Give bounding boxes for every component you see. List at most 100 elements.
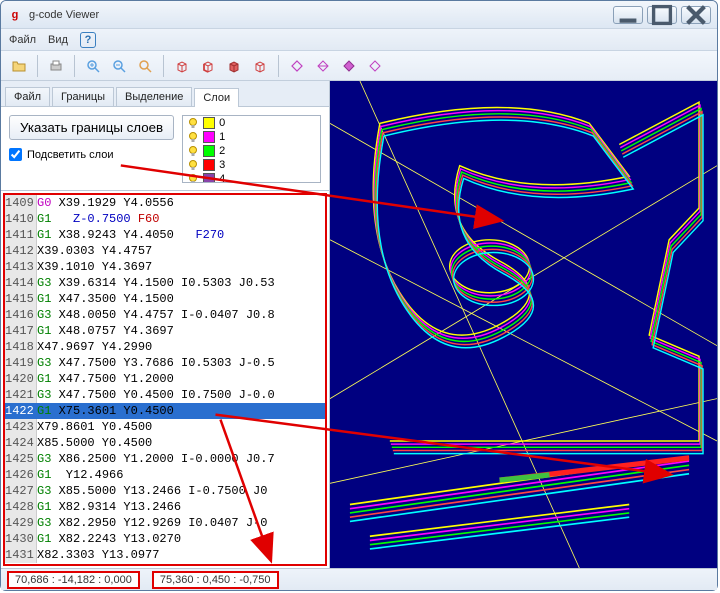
set-layer-bounds-button[interactable]: Указать границы слоев <box>9 115 174 140</box>
window-title: g-code Viewer <box>29 9 613 21</box>
layer-color-swatch <box>203 145 215 157</box>
layer-label: 1 <box>219 131 225 143</box>
cube-wire-1-icon[interactable] <box>170 54 194 78</box>
help-icon[interactable]: ? <box>80 32 96 48</box>
code-line[interactable]: 1415G1 X47.3500 Y4.1500 <box>5 291 325 307</box>
line-number: 1421 <box>5 387 37 403</box>
menu-view[interactable]: Вид <box>48 34 68 46</box>
line-number: 1431 <box>5 547 37 563</box>
layer-item[interactable]: 3 <box>183 158 320 172</box>
code-line[interactable]: 1420G1 X47.7500 Y1.2000 <box>5 371 325 387</box>
line-number: 1417 <box>5 323 37 339</box>
highlight-layers-input[interactable] <box>9 148 22 161</box>
close-button[interactable] <box>681 6 711 24</box>
code-text: G3 X86.2500 Y1.2000 I-0.0000 J0.7 <box>37 451 275 467</box>
line-number: 1416 <box>5 307 37 323</box>
layer-item[interactable]: 2 <box>183 144 320 158</box>
code-line[interactable]: 1431X82.3303 Y13.0977 <box>5 547 325 563</box>
menu-file[interactable]: Файл <box>9 34 36 46</box>
layer-color-swatch <box>203 131 215 143</box>
code-line[interactable]: 1422G1 X75.3601 Y0.4500 <box>5 403 325 419</box>
tab-layers[interactable]: Слои <box>194 88 239 107</box>
layer-list[interactable]: 0 1 2 34 <box>182 115 321 183</box>
layer-item[interactable]: 4 <box>183 172 320 183</box>
code-text: X79.8601 Y0.4500 <box>37 419 152 435</box>
line-number: 1429 <box>5 515 37 531</box>
minimize-button[interactable] <box>613 6 643 24</box>
line-number: 1424 <box>5 435 37 451</box>
code-text: G1 X82.2243 Y13.0270 <box>37 531 181 547</box>
code-line[interactable]: 1421G3 X47.7500 Y0.4500 I0.7500 J-0.0 <box>5 387 325 403</box>
cube-solid-icon[interactable] <box>222 54 246 78</box>
zoom-fit-icon[interactable] <box>133 54 157 78</box>
code-line[interactable]: 1430G1 X82.2243 Y13.0270 <box>5 531 325 547</box>
maximize-button[interactable] <box>647 6 677 24</box>
titlebar: g g-code Viewer <box>1 1 717 29</box>
cube-wire-3-icon[interactable] <box>248 54 272 78</box>
code-line[interactable]: 1427G3 X85.5000 Y13.2466 I-0.7500 J0 <box>5 483 325 499</box>
code-line[interactable]: 1418X47.9697 Y4.2990 <box>5 339 325 355</box>
code-text: G3 X48.0050 Y4.4757 I-0.0407 J0.8 <box>37 307 275 323</box>
code-text: G0 X39.1929 Y4.0556 <box>37 195 174 211</box>
line-number: 1409 <box>5 195 37 211</box>
highlight-layers-checkbox[interactable]: Подсветить слои <box>9 148 174 161</box>
statusbar: 70,686 : -14,182 : 0,000 75,360 : 0,450 … <box>1 568 717 590</box>
cube-wire-2-icon[interactable] <box>196 54 220 78</box>
zoom-out-icon[interactable] <box>107 54 131 78</box>
code-text: X39.0303 Y4.4757 <box>37 243 152 259</box>
line-number: 1426 <box>5 467 37 483</box>
code-line[interactable]: 1416G3 X48.0050 Y4.4757 I-0.0407 J0.8 <box>5 307 325 323</box>
layer-label: 0 <box>219 117 225 129</box>
layer-color-swatch <box>203 117 215 129</box>
code-line[interactable]: 1428G1 X82.9314 Y13.2466 <box>5 499 325 515</box>
code-line[interactable]: 1425G3 X86.2500 Y1.2000 I-0.0000 J0.7 <box>5 451 325 467</box>
code-line[interactable]: 1417G1 X48.0757 Y4.3697 <box>5 323 325 339</box>
diamond-wire-1-icon[interactable] <box>285 54 309 78</box>
code-line[interactable]: 1411G1 X38.9243 Y4.4050 F270 <box>5 227 325 243</box>
code-text: G1 X47.3500 Y4.1500 <box>37 291 174 307</box>
status-coord-1: 70,686 : -14,182 : 0,000 <box>7 571 140 589</box>
code-line[interactable]: 1414G3 X39.6314 Y4.1500 I0.5303 J0.53 <box>5 275 325 291</box>
layer-item[interactable]: 1 <box>183 130 320 144</box>
line-number: 1413 <box>5 259 37 275</box>
line-number: 1415 <box>5 291 37 307</box>
code-line[interactable]: 1412X39.0303 Y4.4757 <box>5 243 325 259</box>
viewer-canvas[interactable] <box>330 81 717 568</box>
diamond-wire-2-icon[interactable] <box>311 54 335 78</box>
tab-selection[interactable]: Выделение <box>116 87 192 106</box>
line-number: 1420 <box>5 371 37 387</box>
zoom-in-icon[interactable] <box>81 54 105 78</box>
code-line[interactable]: 1419G3 X47.7500 Y3.7686 I0.5303 J-0.5 <box>5 355 325 371</box>
open-file-icon[interactable] <box>7 54 31 78</box>
layer-label: 3 <box>219 159 225 171</box>
code-line[interactable]: 1413X39.1010 Y4.3697 <box>5 259 325 275</box>
code-line[interactable]: 1409G0 X39.1929 Y4.0556 <box>5 195 325 211</box>
line-number: 1419 <box>5 355 37 371</box>
code-line[interactable]: 1426G1 Y12.4966 <box>5 467 325 483</box>
line-number: 1410 <box>5 211 37 227</box>
print-icon[interactable] <box>44 54 68 78</box>
app-icon: g <box>7 7 23 23</box>
menubar: Файл Вид ? <box>1 29 717 51</box>
layer-item[interactable]: 0 <box>183 116 320 130</box>
toolbar <box>1 51 717 81</box>
code-text: X47.9697 Y4.2990 <box>37 339 152 355</box>
layer-label: 2 <box>219 145 225 157</box>
code-text: G1 X82.9314 Y13.2466 <box>37 499 181 515</box>
gcode-list[interactable]: 1409G0 X39.1929 Y4.05561410G1 Z-0.7500 F… <box>3 193 327 566</box>
diamond-wire-3-icon[interactable] <box>363 54 387 78</box>
code-line[interactable]: 1429G3 X82.2950 Y12.9269 I0.0407 J-0 <box>5 515 325 531</box>
code-line[interactable]: 1410G1 Z-0.7500 F60 <box>5 211 325 227</box>
line-number: 1414 <box>5 275 37 291</box>
line-number: 1423 <box>5 419 37 435</box>
status-coord-2: 75,360 : 0,450 : -0,750 <box>152 571 279 589</box>
diamond-solid-icon[interactable] <box>337 54 361 78</box>
line-number: 1425 <box>5 451 37 467</box>
tab-bounds[interactable]: Границы <box>52 87 114 106</box>
line-number: 1412 <box>5 243 37 259</box>
tab-file[interactable]: Файл <box>5 87 50 106</box>
layer-color-swatch <box>203 159 215 171</box>
code-line[interactable]: 1424X85.5000 Y0.4500 <box>5 435 325 451</box>
code-line[interactable]: 1423X79.8601 Y0.4500 <box>5 419 325 435</box>
code-text: X82.3303 Y13.0977 <box>37 547 159 563</box>
